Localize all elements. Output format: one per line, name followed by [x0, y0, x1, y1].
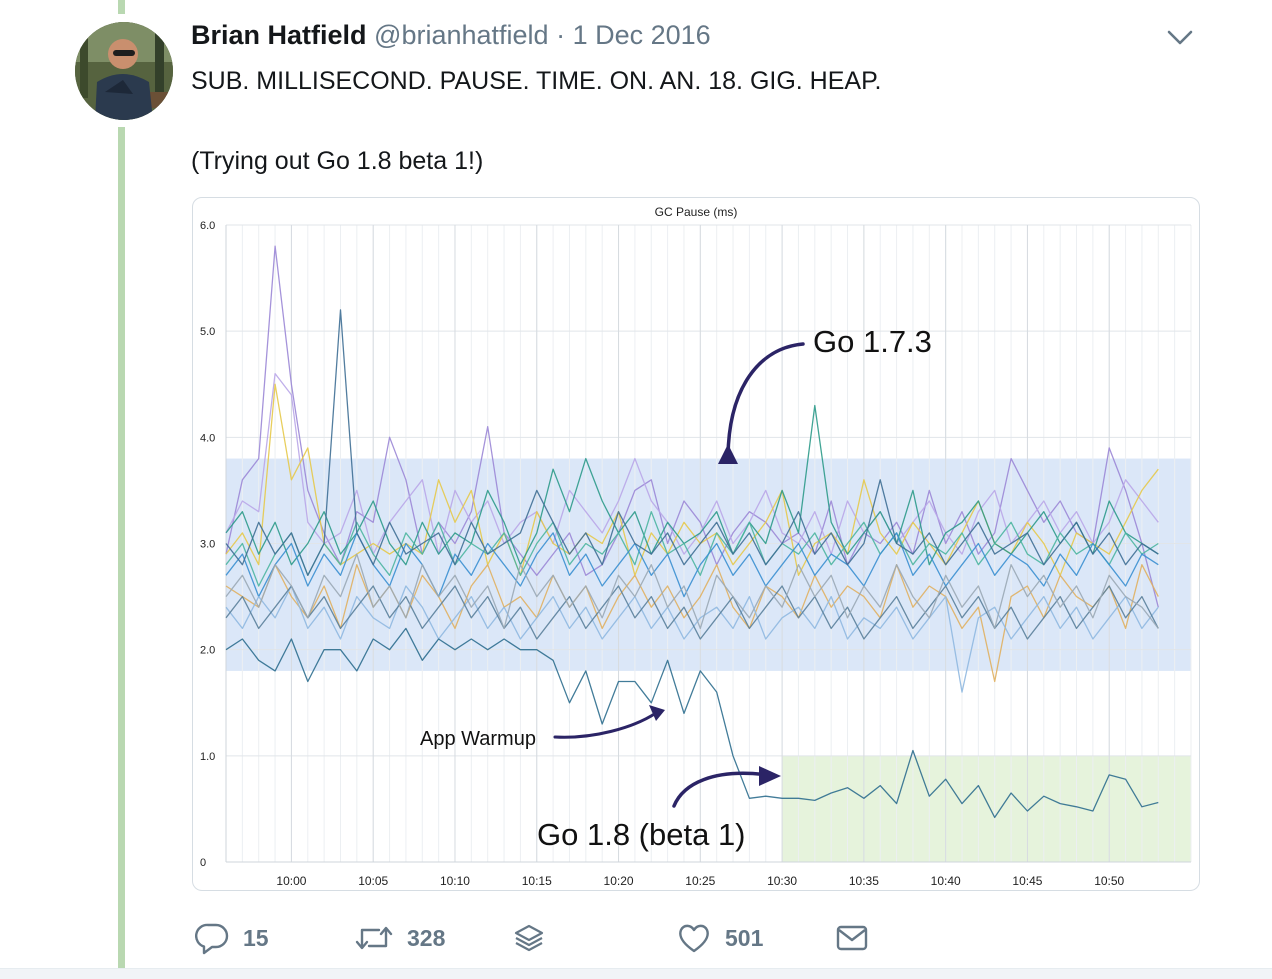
y-tick-label: 1.0: [200, 751, 215, 763]
thread-connector-top: [118, 0, 125, 14]
series-line: [225, 245, 1159, 608]
series-line: [225, 553, 1159, 630]
thread-connector: [118, 127, 125, 978]
y-tick-label: 3.0: [200, 539, 215, 551]
x-tick-label: 10:25: [685, 874, 715, 888]
avatar[interactable]: [75, 22, 173, 120]
annotation-label: Go 1.7.3: [813, 324, 932, 359]
series-line: [225, 532, 1159, 598]
heart-icon: [679, 924, 709, 953]
tweet-media[interactable]: 0 1.0 2.0 3.0 4.0 5.0 6.0 10:00 10:05 10:10 10:15 1…: [192, 197, 1200, 891]
author-name[interactable]: Brian Hatfield: [191, 20, 367, 50]
x-tick-label: 10:30: [767, 874, 797, 888]
y-tick-label: 4.0: [200, 432, 215, 444]
chart-title: GC Pause (ms): [655, 205, 738, 219]
header-separator: ·: [556, 20, 566, 50]
series-line: [225, 585, 1159, 693]
annotation-arrowhead: [759, 766, 781, 786]
shaded-band: [782, 755, 1191, 862]
shaded-band: [226, 458, 1191, 671]
like-button[interactable]: 501: [677, 918, 763, 958]
reply-icon: [195, 923, 229, 955]
x-tick-label: 10:15: [522, 874, 552, 888]
tweet-actions: 15 328 501: [195, 918, 1195, 958]
like-count: 501: [725, 924, 764, 951]
annotation-arrow: [672, 771, 770, 808]
annotation-arrow: [553, 711, 658, 739]
chevron-down-icon[interactable]: [1165, 26, 1195, 48]
retweet-button[interactable]: 328: [355, 918, 445, 958]
retweet-icon: [355, 926, 393, 950]
tweet-divider: [0, 968, 1272, 979]
avatar-photo: [75, 22, 173, 120]
envelope-icon: [836, 925, 868, 951]
x-tick-label: 10:40: [931, 874, 961, 888]
x-tick-label: 10:10: [440, 874, 470, 888]
series-line: [225, 372, 1159, 555]
x-tick-label: 10:35: [849, 874, 879, 888]
annotation-label: App Warmup: [420, 728, 536, 750]
y-tick-label: 0: [200, 857, 206, 869]
y-tick-label: 5.0: [200, 326, 215, 338]
y-tick-label: 6.0: [200, 220, 215, 232]
gc-pause-chart: 0 1.0 2.0 3.0 4.0 5.0 6.0 10:00 10:05 10:10 10:15 1…: [200, 205, 1192, 888]
tweet-date[interactable]: 1 Dec 2016: [572, 20, 711, 50]
stack-icon: [514, 924, 544, 952]
x-tick-label: 10:45: [1012, 874, 1042, 888]
series-line: [225, 511, 1159, 587]
annotation-arrowhead: [649, 705, 665, 721]
reply-button[interactable]: 15: [195, 918, 269, 958]
tweet-text-line: (Trying out Go 1.8 beta 1!): [191, 147, 484, 175]
tweet-text-line: SUB. MILLISECOND. PAUSE. TIME. ON. AN. 1…: [191, 67, 882, 95]
author-handle[interactable]: @brianhatfield: [374, 20, 549, 50]
x-tick-label: 10:20: [604, 874, 634, 888]
tweet-text: SUB. MILLISECOND. PAUSE. TIME. ON. AN. 1…: [191, 61, 881, 181]
tweet-header: Brian Hatfield @brianhatfield · 1 Dec 20…: [191, 20, 711, 51]
reply-count: 15: [243, 924, 269, 951]
x-tick-label: 10:00: [276, 874, 306, 888]
x-tick-label: 10:05: [358, 874, 388, 888]
y-tick-label: 2.0: [200, 645, 215, 657]
annotation-arrowhead: [718, 444, 738, 464]
annotation-label: Go 1.8 (beta 1): [537, 817, 746, 852]
series-line: [225, 309, 1159, 576]
direct-message-button[interactable]: [835, 918, 869, 958]
series-line: [225, 585, 1159, 640]
series-line: [225, 627, 1159, 819]
stack-button[interactable]: [513, 918, 545, 958]
retweet-count: 328: [407, 924, 446, 951]
annotation-arrow: [726, 342, 805, 458]
x-tick-label: 10:50: [1094, 874, 1124, 888]
